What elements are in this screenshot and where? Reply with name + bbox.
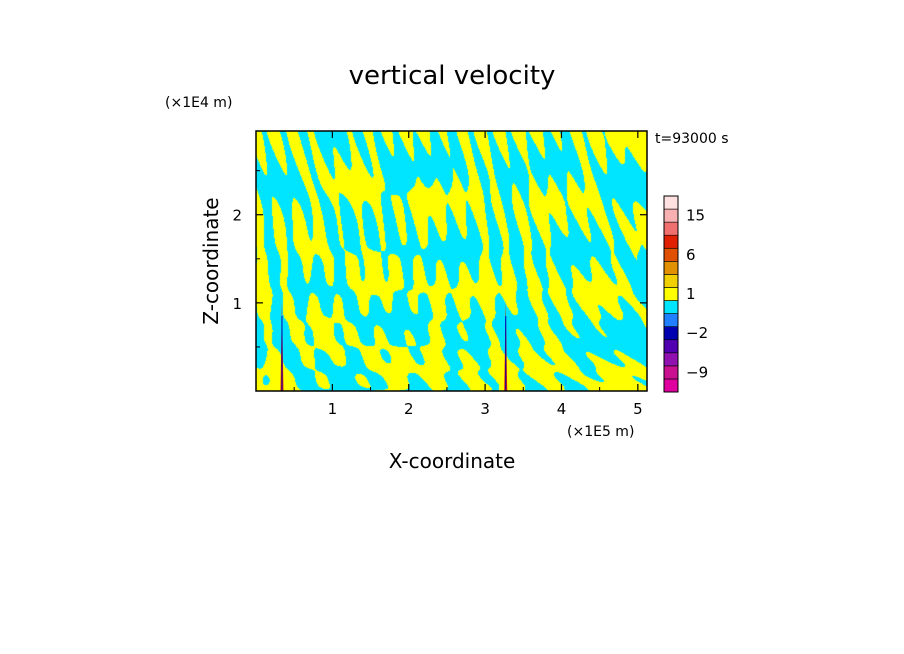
chart-title: vertical velocity <box>349 61 556 91</box>
colorbar-frame <box>663 195 679 393</box>
colorbar-tick-label: −9 <box>686 363 708 381</box>
y-tick-label: 1 <box>232 295 242 313</box>
x-tick-label: 5 <box>633 400 643 418</box>
colorbar-tick-label: 6 <box>686 246 696 264</box>
colorbar-segment <box>663 365 679 380</box>
y-axis-label: Z-coordinate <box>199 197 223 324</box>
velocity-field-raster <box>256 131 647 391</box>
colorbar-segment <box>663 352 679 367</box>
x-tick-label: 4 <box>557 400 567 418</box>
plot-frame <box>255 130 648 392</box>
y-unit-label: (×1E4 m) <box>165 95 232 111</box>
colorbar-segment <box>663 300 679 314</box>
x-tick-label: 2 <box>404 400 414 418</box>
colorbar-segment <box>663 195 679 210</box>
colorbar-segment <box>663 339 679 354</box>
colorbar-segment <box>663 261 679 275</box>
colorbar-tick-label: −2 <box>686 324 708 342</box>
x-axis-ticks: 1 2 3 4 5 <box>293 131 643 418</box>
x-tick-label: 3 <box>480 400 490 418</box>
colorbar-segment <box>663 378 679 393</box>
velocity-field <box>256 131 647 391</box>
colorbar-segment <box>663 274 679 288</box>
colorbar-segment <box>663 234 679 249</box>
colorbar-segment <box>663 326 679 341</box>
x-unit-label: (×1E5 m) <box>567 424 634 440</box>
y-tick-label: 2 <box>232 207 242 225</box>
colorbar-tick-label: 1 <box>686 285 696 303</box>
colorbar-segment <box>663 287 679 301</box>
colorbar-tick-label: 15 <box>686 207 705 225</box>
y-axis-ticks: 12 <box>232 170 647 348</box>
colorbar-segment <box>663 221 679 236</box>
x-axis-label: X-coordinate <box>389 449 516 473</box>
colorbar-segment <box>663 313 679 327</box>
colorbar-segment <box>663 247 679 262</box>
x-tick-label: 1 <box>328 400 338 418</box>
colorbar-segment <box>663 208 679 223</box>
colorbar: 15 6 1 −2 −9 <box>663 195 708 393</box>
time-label: t=93000 s <box>655 131 729 147</box>
